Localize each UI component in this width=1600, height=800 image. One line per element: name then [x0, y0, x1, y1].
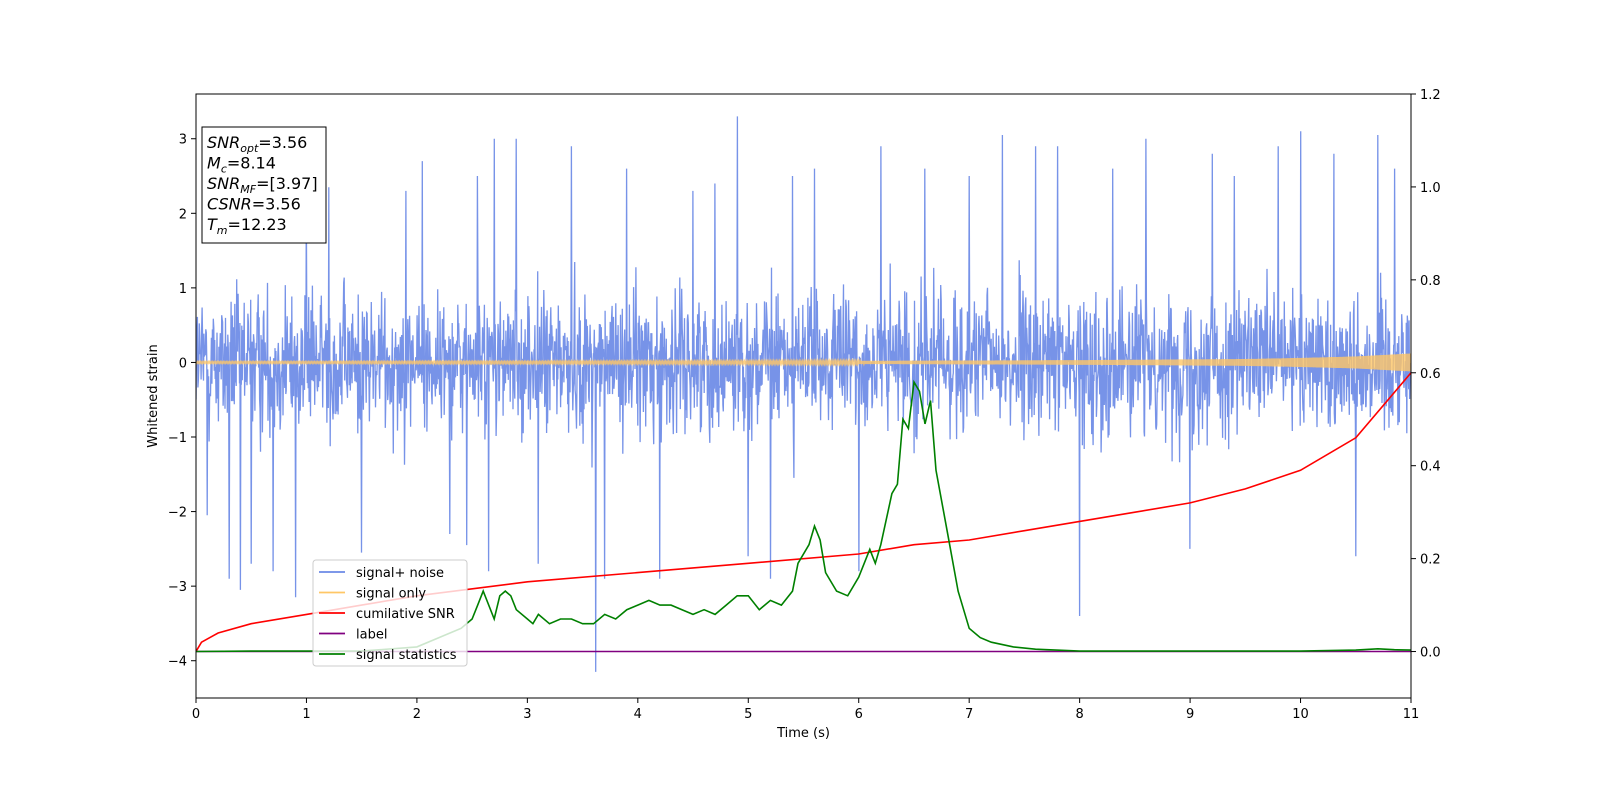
- y-right-tick-label: 0.0: [1420, 646, 1441, 661]
- legend-label: signal statistics: [356, 648, 457, 663]
- x-tick-label: 4: [634, 707, 642, 722]
- x-axis-label: Time (s): [776, 726, 830, 741]
- axes-frame: [195, 93, 1412, 699]
- stat-csnr-value: =3.56: [252, 195, 301, 214]
- x-tick-label: 8: [1075, 707, 1083, 722]
- legend: signal+ noise signal only cumilative SNR la…: [312, 559, 468, 667]
- y-tick-label: 2: [179, 207, 187, 222]
- series-signal-only: [196, 353, 1411, 372]
- x-axis: 0 1 2 3 4 5 6 7 8 9 10 11: [192, 698, 1419, 722]
- legend-label: label: [356, 628, 387, 643]
- y-tick-label: −3: [168, 580, 187, 595]
- stat-mc-name: M: [207, 154, 221, 173]
- x-tick-label: 6: [855, 707, 863, 722]
- stat-snr-mf-sub: MF: [240, 183, 256, 196]
- x-tick-label: 11: [1403, 707, 1420, 722]
- y-axis-right: 0.0 0.2 0.4 0.6 0.8 1.0 1.2: [1411, 88, 1441, 661]
- stat-mc-value: =8.14: [227, 154, 276, 173]
- legend-label: cumilative SNR: [356, 607, 455, 622]
- stat-snr-opt-name: SNR: [207, 133, 240, 152]
- y-tick-label: 3: [179, 133, 187, 148]
- x-tick-label: 3: [523, 707, 531, 722]
- stat-mc-sub: c: [221, 163, 227, 176]
- y-right-tick-label: 0.8: [1420, 274, 1441, 289]
- stat-tm: Tm=12.23: [207, 215, 287, 237]
- stat-snr-mf: SNRMF=[3.97]: [207, 174, 318, 196]
- stat-snr-opt: SNRopt=3.56: [207, 133, 307, 155]
- x-tick-label: 9: [1186, 707, 1194, 722]
- x-tick-label: 10: [1292, 707, 1309, 722]
- legend-box: [312, 559, 468, 667]
- y-right-tick-label: 1.2: [1420, 88, 1441, 103]
- stat-tm-name: T: [207, 215, 218, 234]
- x-tick-label: 0: [192, 707, 200, 722]
- y-right-tick-label: 0.6: [1420, 367, 1441, 382]
- y-right-tick-label: 0.4: [1420, 460, 1441, 475]
- stat-csnr: CSNR=3.56: [207, 195, 301, 214]
- x-tick-label: 5: [744, 707, 752, 722]
- y-axis-label: Whitened strain: [146, 344, 161, 447]
- stat-snr-mf-value: =[3.97]: [256, 174, 318, 193]
- x-tick-label: 7: [965, 707, 973, 722]
- y-right-tick-label: 1.0: [1420, 181, 1441, 196]
- stat-mc: Mc=8.14: [207, 154, 276, 176]
- y-axis-left: −4 −3 −2 −1 0 1 2 3: [168, 133, 196, 670]
- y-tick-label: 1: [179, 282, 187, 297]
- legend-label: signal+ noise: [356, 566, 444, 581]
- y-tick-label: −1: [168, 431, 187, 446]
- stat-snr-opt-sub: opt: [240, 142, 259, 155]
- y-tick-label: −4: [168, 655, 187, 670]
- stat-tm-value: =12.23: [228, 215, 287, 234]
- series-signal-statistics: [196, 379, 1411, 653]
- series-cumilative-snr: [196, 372, 1411, 652]
- y-tick-label: 0: [179, 356, 187, 371]
- stat-tm-sub: m: [217, 224, 228, 237]
- stat-snr-opt-value: =3.56: [258, 133, 307, 152]
- x-tick-label: 1: [302, 707, 310, 722]
- stats-annotation-box: SNRopt=3.56 Mc=8.14 SNRMF=[3.97] CSNR=3.…: [201, 126, 327, 244]
- stat-csnr-name: CSNR: [207, 195, 252, 214]
- x-tick-label: 2: [413, 707, 421, 722]
- y-right-tick-label: 0.2: [1420, 553, 1441, 568]
- stat-snr-mf-name: SNR: [207, 174, 240, 193]
- legend-label: signal only: [356, 587, 426, 602]
- y-tick-label: −2: [168, 506, 187, 521]
